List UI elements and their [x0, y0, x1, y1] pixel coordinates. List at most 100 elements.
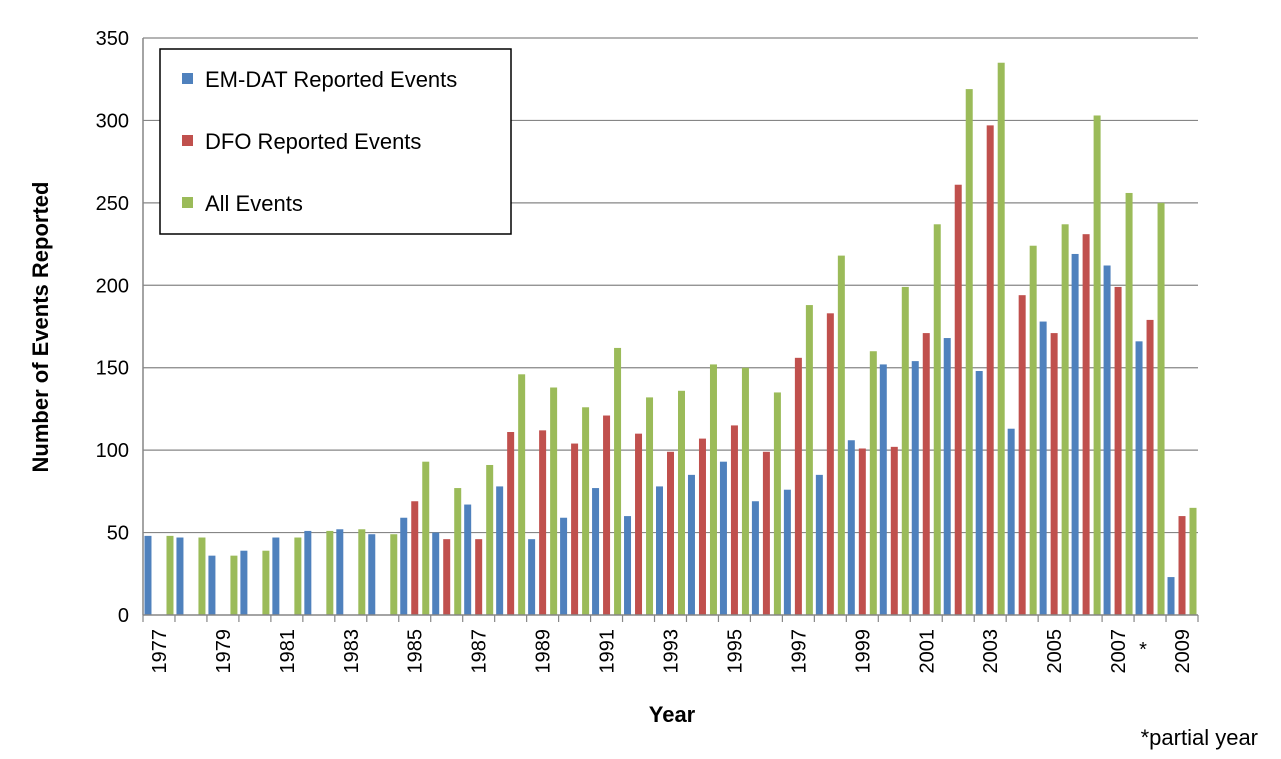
bar-all-events-1996 — [773, 392, 781, 615]
bar-dfo-reported-events-2002 — [954, 184, 962, 616]
bar-all-events-1997 — [805, 305, 813, 615]
bar-dfo-reported-events-1987 — [475, 539, 483, 615]
bar-all-events-2001 — [933, 224, 941, 615]
bar-dfo-reported-events-1992 — [635, 433, 643, 615]
bar-em-dat-reported-events-1992 — [624, 516, 632, 615]
x-tick-label: 1997 — [788, 629, 810, 674]
bar-all-events-1981 — [294, 537, 302, 615]
bar-em-dat-reported-events-1985 — [400, 517, 408, 615]
bar-em-dat-reported-events-2007 — [1103, 265, 1111, 615]
x-tick-label: 1983 — [341, 629, 363, 674]
x-tick-label: 2005 — [1044, 629, 1066, 674]
bar-em-dat-reported-events-1990 — [560, 517, 568, 615]
bar-dfo-reported-events-1988 — [507, 432, 515, 615]
y-tick-label: 0 — [118, 605, 129, 627]
bar-em-dat-reported-events-1997 — [783, 489, 791, 615]
x-tick-label: 2001 — [916, 629, 938, 674]
x-tick-label: 2009 — [1172, 629, 1194, 674]
x-tick-label: 1989 — [533, 629, 555, 674]
x-tick-label: 1981 — [277, 629, 299, 674]
legend-swatch-dfo — [182, 135, 193, 146]
bar-em-dat-reported-events-1987 — [464, 504, 472, 615]
bar-dfo-reported-events-1990 — [571, 443, 579, 615]
bar-dfo-reported-events-1994 — [698, 438, 706, 615]
bar-em-dat-reported-events-2008 — [1135, 341, 1143, 615]
y-tick-label: 200 — [96, 275, 129, 297]
bar-all-events-2003 — [997, 62, 1005, 615]
bar-em-dat-reported-events-1979 — [208, 555, 216, 615]
bar-all-events-1986 — [454, 488, 462, 615]
x-tick-label: 1999 — [852, 629, 874, 674]
bar-em-dat-reported-events-2003 — [975, 371, 983, 615]
x-tick-label: 1985 — [405, 629, 427, 674]
bar-all-events-1989 — [550, 387, 558, 615]
bar-em-dat-reported-events-1977 — [144, 535, 152, 615]
bar-all-events-2002 — [965, 89, 973, 615]
bar-all-events-1999 — [869, 351, 877, 615]
bar-dfo-reported-events-1989 — [539, 430, 547, 615]
bar-all-events-1991 — [614, 347, 622, 615]
legend-box — [159, 48, 512, 235]
bar-em-dat-reported-events-1984 — [368, 534, 376, 615]
y-tick-label: 250 — [96, 193, 129, 215]
bar-dfo-reported-events-1991 — [603, 415, 611, 615]
bar-all-events-1988 — [518, 374, 526, 615]
x-axis-title: Year — [649, 702, 696, 727]
bar-em-dat-reported-events-2006 — [1071, 253, 1079, 615]
bar-all-events-1984 — [390, 534, 398, 615]
bar-all-events-2006 — [1093, 115, 1101, 616]
legend-swatch-emdat — [182, 73, 193, 84]
bar-all-events-2004 — [1029, 245, 1037, 615]
bar-all-events-1993 — [678, 390, 685, 615]
axes — [142, 38, 1198, 616]
bar-em-dat-reported-events-1981 — [272, 537, 280, 615]
x-tick-label: 2007 — [1108, 629, 1130, 674]
legend-label-all: All Events — [205, 191, 303, 216]
bar-all-events-1982 — [326, 530, 334, 615]
bar-all-events-1990 — [582, 407, 590, 615]
bar-all-events-1985 — [422, 461, 430, 615]
bar-dfo-reported-events-1998 — [826, 313, 834, 615]
bar-em-dat-reported-events-2009 — [1167, 577, 1175, 615]
y-tick-labels: 0 50 100 150 200 250 300 350 — [96, 28, 129, 627]
bar-em-dat-reported-events-2004 — [1007, 428, 1015, 615]
bar-dfo-reported-events-2004 — [1018, 295, 1026, 615]
bar-dfo-reported-events-2003 — [986, 125, 994, 616]
bar-marks — [144, 62, 1197, 616]
bar-em-dat-reported-events-2002 — [943, 338, 951, 615]
legend-item-all: All Events — [182, 191, 303, 216]
x-tick-label: 1993 — [661, 629, 683, 674]
bar-dfo-reported-events-2009 — [1178, 516, 1186, 615]
bar-all-events-1978 — [198, 537, 206, 615]
legend-item-emdat: EM-DAT Reported Events — [182, 67, 457, 92]
x-tick-label: 1987 — [469, 629, 491, 674]
bar-em-dat-reported-events-1998 — [815, 474, 823, 615]
bar-all-events-1979 — [230, 555, 238, 615]
bar-all-events-1987 — [486, 464, 494, 615]
x-tick-label: 1979 — [213, 629, 235, 674]
x-tick-label: 1977 — [149, 629, 171, 674]
legend-label-dfo: DFO Reported Events — [205, 129, 421, 154]
bar-em-dat-reported-events-1982 — [304, 530, 312, 615]
bar-all-events-1977 — [166, 535, 174, 615]
bar-em-dat-reported-events-1995 — [719, 461, 727, 615]
y-axis-title: Number of Events Reported — [28, 182, 53, 473]
legend-item-dfo: DFO Reported Events — [182, 129, 421, 154]
bar-all-events-1992 — [646, 397, 654, 615]
bar-dfo-reported-events-1993 — [667, 451, 674, 615]
bar-dfo-reported-events-1986 — [443, 539, 451, 615]
bar-all-events-1998 — [837, 255, 845, 615]
bar-all-events-2008 — [1157, 202, 1165, 615]
bar-em-dat-reported-events-1993 — [656, 486, 663, 615]
bar-dfo-reported-events-2006 — [1082, 234, 1090, 615]
bar-all-events-1983 — [358, 529, 366, 615]
bar-em-dat-reported-events-1999 — [847, 440, 855, 615]
x-tick-labels: 1977 1979 1981 1983 1985 1987 1989 1991 1993 1995… — [142, 615, 1199, 674]
bar-dfo-reported-events-2008 — [1146, 319, 1154, 615]
bar-dfo-reported-events-1997 — [794, 357, 802, 615]
bar-all-events-1980 — [262, 550, 270, 615]
y-tick-label: 300 — [96, 110, 129, 132]
bar-dfo-reported-events-1985 — [411, 501, 419, 615]
bar-all-events-1994 — [709, 364, 717, 615]
legend-label-emdat: EM-DAT Reported Events — [205, 67, 457, 92]
